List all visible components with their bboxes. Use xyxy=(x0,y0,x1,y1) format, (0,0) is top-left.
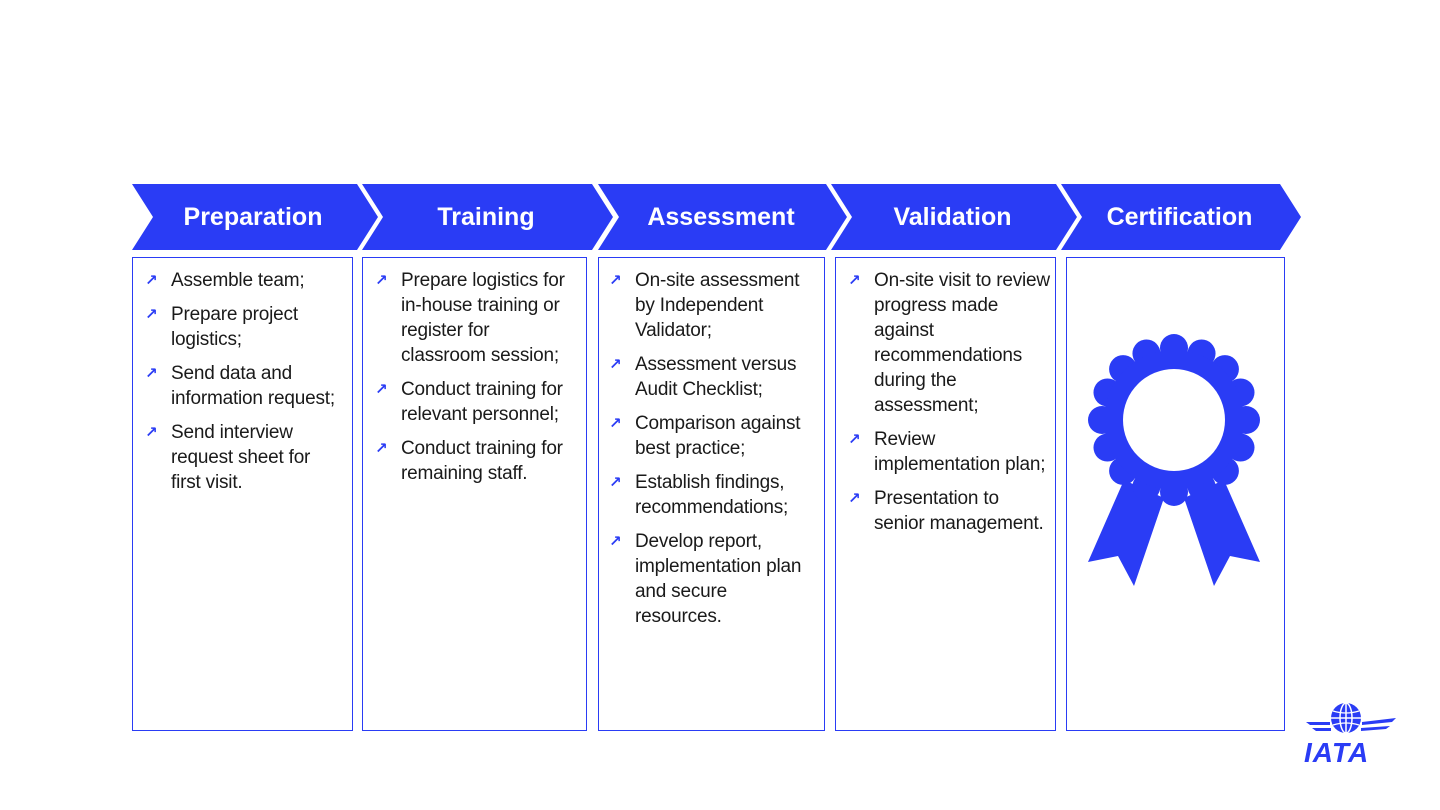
arrow-up-right-icon: ↗ xyxy=(375,440,388,457)
list-item: ↗ Conduct training for relevant personnel… xyxy=(375,379,563,425)
arrow-up-right-icon: ↗ xyxy=(609,415,622,432)
list-item: ↗ Presentation to senior management. xyxy=(848,488,1044,534)
list-item: ↗ Prepare project logistics; xyxy=(145,304,298,350)
training-box: ↗ Prepare logistics for in-house training… xyxy=(362,257,587,731)
list-item: ↗ Assemble team; xyxy=(145,270,305,291)
validation-box: ↗ On-site visit to review progress made a… xyxy=(835,257,1056,731)
stage-title-certification: Certification xyxy=(1106,203,1253,231)
arrow-up-right-icon: ↗ xyxy=(145,306,158,323)
arrow-up-right-icon: ↗ xyxy=(145,424,158,441)
list-item: ↗ Conduct training for remaining staff. xyxy=(375,438,563,484)
assessment-list: ↗ On-site assessment by Independent Valid… xyxy=(609,268,818,629)
arrow-up-right-icon: ↗ xyxy=(848,431,861,448)
list-item: ↗ Establish findings, recommendations; xyxy=(609,472,789,518)
stage-title-preparation: Preparation xyxy=(183,203,323,231)
arrow-up-right-icon: ↗ xyxy=(848,272,861,289)
list-item: ↗ On-site visit to review progress made a… xyxy=(848,270,1050,416)
list-item: ↗ Assessment versus Audit Checklist; xyxy=(609,354,797,400)
arrow-up-right-icon: ↗ xyxy=(609,533,622,550)
stage-title-validation: Validation xyxy=(893,203,1012,231)
arrow-up-right-icon: ↗ xyxy=(609,356,622,373)
list-item: ↗ Review implementation plan; xyxy=(848,429,1046,475)
arrow-up-right-icon: ↗ xyxy=(145,365,158,382)
list-item: ↗ Send data and information request; xyxy=(145,363,335,409)
arrow-up-right-icon: ↗ xyxy=(145,272,158,289)
iata-globe-logo xyxy=(1306,702,1396,734)
stage-title-training: Training xyxy=(437,203,535,231)
award-ribbon-icon xyxy=(1088,334,1260,586)
list-item: ↗ Send interview request sheet for first … xyxy=(145,422,311,493)
validation-list: ↗ On-site visit to review progress made a… xyxy=(848,268,1051,536)
training-list: ↗ Prepare logistics for in-house training… xyxy=(375,268,578,486)
stage-title-assessment: Assessment xyxy=(647,203,795,231)
list-item: ↗ Develop report, implementation plan and… xyxy=(609,531,802,627)
arrow-up-right-icon: ↗ xyxy=(375,272,388,289)
preparation-box: ↗ Assemble team; ↗ Prepare project logisti… xyxy=(132,257,353,731)
list-item: ↗ Prepare logistics for in-house training… xyxy=(375,270,565,366)
arrow-up-right-icon: ↗ xyxy=(848,490,861,507)
arrow-up-right-icon: ↗ xyxy=(609,272,622,289)
preparation-list: ↗ Assemble team; ↗ Prepare project logisti… xyxy=(145,268,342,495)
list-item: ↗ On-site assessment by Independent Valid… xyxy=(609,270,800,341)
list-item: ↗ Comparison against best practice; xyxy=(609,413,801,459)
assessment-box: ↗ On-site assessment by Independent Valid… xyxy=(598,257,825,731)
arrow-up-right-icon: ↗ xyxy=(609,474,622,491)
arrow-up-right-icon: ↗ xyxy=(375,381,388,398)
iata-logo-text: IATA xyxy=(1304,737,1370,768)
